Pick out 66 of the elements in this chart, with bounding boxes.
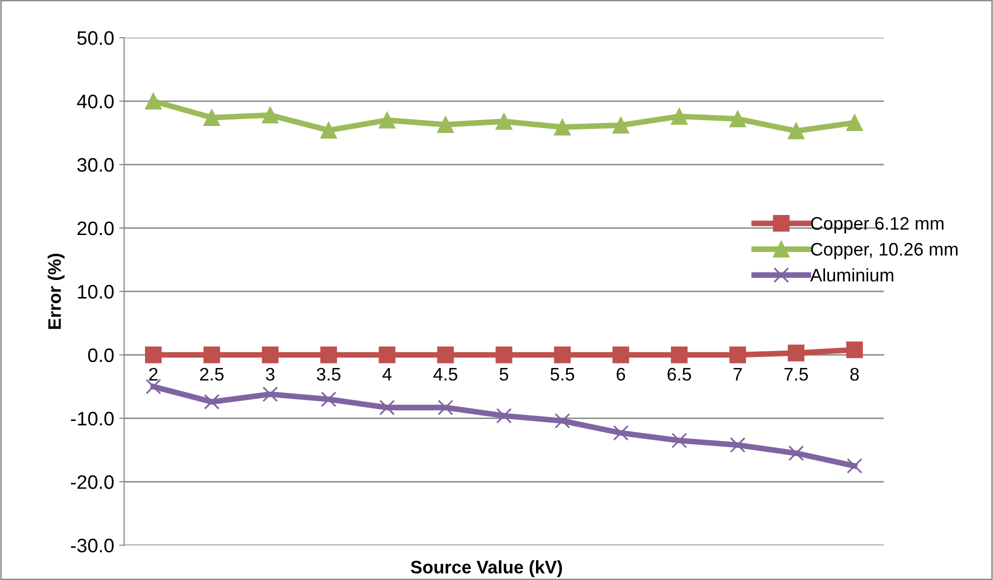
point bbox=[378, 346, 396, 364]
y-tick-label: -10.0 bbox=[70, 412, 114, 426]
x-tick-label: 4.5 bbox=[433, 368, 458, 381]
point bbox=[496, 346, 512, 364]
x-tick-label: 5 bbox=[500, 368, 508, 381]
x-tick-label: 2 bbox=[149, 368, 158, 380]
point bbox=[613, 425, 629, 441]
point bbox=[612, 346, 630, 364]
point bbox=[554, 346, 571, 364]
point bbox=[554, 413, 570, 429]
x-tick-label: 3.5 bbox=[316, 368, 340, 381]
x-axis-title: Source Value (kV) bbox=[410, 560, 562, 578]
point bbox=[378, 112, 396, 129]
x-tick-label: 6 bbox=[616, 368, 626, 381]
point bbox=[554, 118, 571, 136]
x-tick-label: 4 bbox=[382, 368, 392, 380]
legend-label: Aluminium bbox=[810, 268, 894, 282]
x-tick-label: 7 bbox=[734, 368, 742, 380]
point bbox=[671, 432, 688, 448]
point bbox=[670, 108, 688, 125]
x-tick-label: 2.5 bbox=[200, 368, 224, 381]
point bbox=[788, 122, 804, 140]
point bbox=[203, 109, 220, 126]
point bbox=[262, 346, 279, 364]
point bbox=[496, 113, 512, 130]
y-tick-label: 40.0 bbox=[77, 94, 114, 108]
point bbox=[846, 114, 863, 132]
point bbox=[262, 106, 279, 124]
point bbox=[145, 346, 162, 364]
legend-label: Copper, 10.26 mm bbox=[811, 242, 958, 260]
point bbox=[438, 400, 454, 416]
point bbox=[788, 445, 804, 461]
point bbox=[612, 116, 630, 134]
y-tick-label: 50.0 bbox=[77, 31, 114, 45]
legend-label: Copper 6.12 mm bbox=[811, 217, 944, 234]
point bbox=[788, 344, 804, 362]
point bbox=[437, 116, 454, 133]
x-tick-label: 8 bbox=[850, 368, 859, 381]
point bbox=[846, 341, 863, 358]
point bbox=[320, 346, 337, 364]
point bbox=[437, 346, 454, 364]
point bbox=[145, 92, 162, 110]
point bbox=[729, 110, 746, 128]
x-tick-label: 7.5 bbox=[784, 368, 808, 381]
y-tick-label: -20.0 bbox=[70, 475, 114, 489]
point bbox=[320, 122, 337, 139]
x-tick-label: 6.5 bbox=[668, 368, 692, 381]
point bbox=[496, 408, 512, 424]
y-tick-label: 30.0 bbox=[77, 158, 114, 172]
point bbox=[204, 394, 220, 410]
point bbox=[730, 437, 746, 453]
y-tick-label: 20.0 bbox=[78, 221, 114, 236]
point bbox=[846, 458, 862, 474]
point bbox=[729, 346, 746, 364]
y-tick-label: 0.0 bbox=[88, 348, 114, 362]
point bbox=[379, 400, 395, 416]
point bbox=[203, 346, 220, 364]
x-tick-label: 5.5 bbox=[550, 368, 574, 381]
x-tick-label: 3 bbox=[266, 368, 274, 381]
point bbox=[146, 378, 162, 394]
y-tick-label: -30.0 bbox=[70, 538, 114, 552]
point bbox=[670, 346, 688, 364]
point bbox=[262, 386, 278, 402]
y-tick-label: 10.0 bbox=[78, 284, 114, 299]
point bbox=[320, 392, 336, 408]
y-axis-title: Error (%) bbox=[48, 254, 65, 329]
